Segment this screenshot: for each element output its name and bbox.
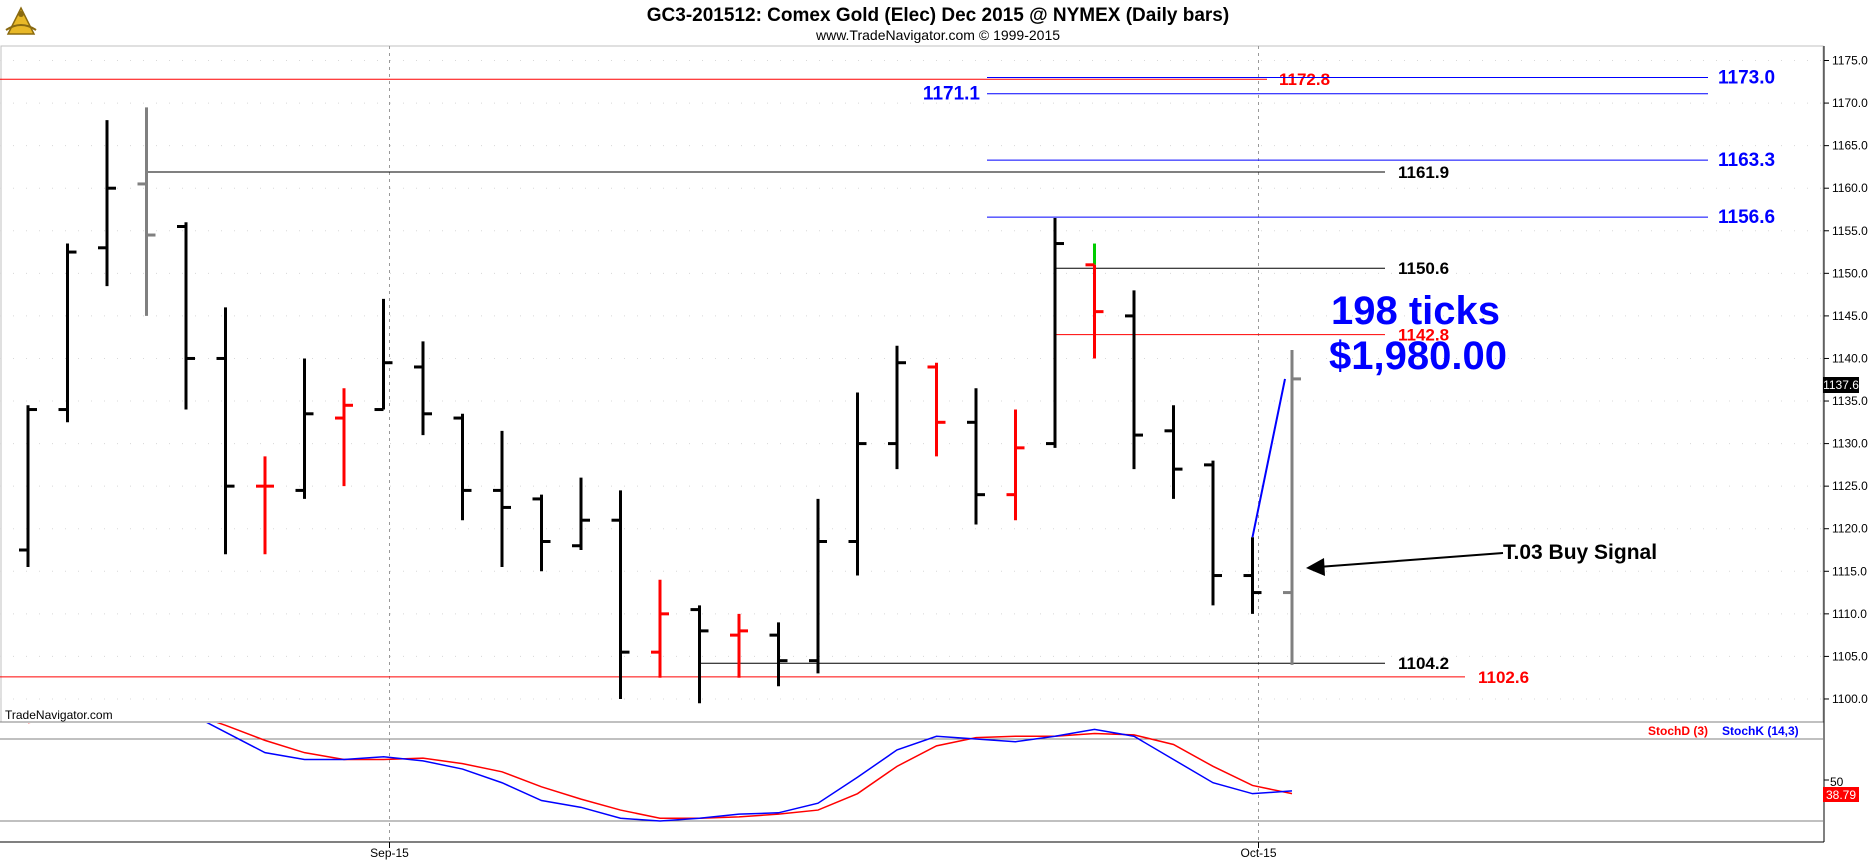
y-tick-label: 1155.0 (1832, 224, 1868, 238)
sextant-logo-icon (5, 6, 37, 35)
y-tick-label: 1125.0 (1832, 479, 1868, 493)
level-label: 1172.8 (1279, 70, 1330, 89)
ohlc-bar (177, 222, 195, 410)
y-tick-label: 1175.0 (1832, 54, 1868, 68)
level-label: 1156.6 (1718, 207, 1775, 228)
y-tick-label: 1150.0 (1832, 266, 1868, 280)
watermark: TradeNavigator.com (5, 708, 113, 722)
ohlc-bar (256, 456, 274, 555)
logo (5, 6, 37, 35)
ohlc-bar (888, 345, 906, 470)
ohlc-bar (611, 490, 630, 699)
ohlc-bar (1046, 218, 1064, 448)
chart-subtitle: www.TradeNavigator.com © 1999-2015 (815, 27, 1060, 43)
ohlc-bar (730, 613, 748, 678)
grid (0, 46, 1824, 842)
y-axis: 1100.0 1105.0 1110.0 1115.0 1120.0 1125.0 1130… (1824, 54, 1868, 706)
ticks-annotation: 198 ticks (1331, 289, 1500, 333)
level-label: 1173.0 (1718, 68, 1775, 89)
y-tick-label: 1100.0 (1832, 692, 1868, 706)
stochastic-panel (0, 723, 1829, 822)
value-annotation: $1,980.00 (1329, 334, 1507, 378)
price-panel-frame (0, 45, 1824, 723)
ohlc-bar (532, 494, 551, 572)
ohlc-bar (98, 120, 116, 287)
ohlc-bar (1085, 243, 1104, 359)
stoch-k-line (206, 723, 1293, 822)
last-price-label: 1137.6 (1823, 378, 1859, 392)
ohlc-bars (19, 107, 1301, 704)
stoch-d-legend: StochD (3) (1648, 724, 1708, 738)
ohlc-bar (690, 605, 709, 704)
level-label: 1171.1 (923, 84, 980, 105)
y-tick-label: 1105.0 (1832, 649, 1868, 663)
stoch-last-tag (1823, 787, 1859, 802)
ohlc-bar (453, 413, 472, 521)
ohlc-bar (848, 392, 867, 576)
level-label: 1163.3 (1718, 150, 1775, 171)
ohlc-bar (137, 107, 156, 316)
ohlc-bar (1164, 405, 1183, 499)
ohlc-bar (967, 388, 985, 525)
ohlc-bar (335, 388, 353, 487)
ohlc-bar (1204, 460, 1222, 606)
ohlc-bar (1006, 409, 1025, 521)
ohlc-bar (927, 362, 946, 457)
ohlc-bar (651, 579, 669, 678)
chart-title: GC3-201512: Comex Gold (Elec) Dec 2015 @… (647, 5, 1229, 26)
signal-arrow-line (1317, 552, 1504, 568)
level-label: 1161.9 (1398, 163, 1449, 182)
x-axis: Sep-15 Oct-15 (370, 842, 1277, 860)
ohlc-bar (572, 477, 590, 550)
projection-line (1251, 378, 1286, 538)
y-tick-label: 1120.0 (1832, 522, 1868, 536)
signal-arrow-head (1306, 558, 1325, 576)
ohlc-bar (1283, 349, 1301, 665)
signal-label: T.03 Buy Signal (1503, 541, 1657, 564)
ohlc-bar (809, 498, 827, 674)
ohlc-bar (414, 341, 432, 436)
ohlc-bar (216, 307, 235, 555)
y-tick-label: 1140.0 (1832, 351, 1868, 365)
ohlc-bar (1243, 537, 1262, 614)
y-tick-label: 1165.0 (1832, 139, 1868, 153)
level-label: 1142.8 (1398, 326, 1449, 345)
ohlc-bar (19, 405, 37, 568)
level-label: 1104.2 (1398, 654, 1449, 673)
support-resistance-levels: 1172.8 1173.0 1171.1 1163.3 1161.9 1156.6 1150… (0, 68, 1775, 687)
y-tick-label: 1110.0 (1832, 607, 1867, 621)
stoch-50-tick: 50 (1830, 775, 1844, 789)
ohlc-bar (493, 430, 511, 568)
level-label: 1150.6 (1398, 259, 1449, 278)
last-price-tag (1823, 377, 1859, 393)
ohlc-bar (295, 358, 314, 499)
level-label: 1102.6 (1478, 668, 1529, 687)
ohlc-bar (1125, 290, 1143, 470)
ohlc-bar (769, 622, 788, 687)
x-tick-label: Sep-15 (370, 846, 409, 860)
y-tick-label: 1115.0 (1832, 564, 1867, 578)
y-tick-label: 1135.0 (1832, 394, 1868, 408)
stoch-last-label: 38.79 (1826, 788, 1856, 802)
ohlc-bar (58, 243, 77, 423)
stoch-k-legend: StochK (14,3) (1722, 724, 1799, 738)
stoch-d-line (28, 723, 1293, 820)
y-tick-label: 1160.0 (1832, 181, 1868, 195)
x-tick-label: Oct-15 (1240, 846, 1276, 860)
ohlc-bar (374, 298, 393, 412)
y-tick-label: 1145.0 (1832, 309, 1868, 323)
y-tick-label: 1130.0 (1832, 437, 1868, 451)
y-tick-label: 1170.0 (1832, 96, 1868, 110)
